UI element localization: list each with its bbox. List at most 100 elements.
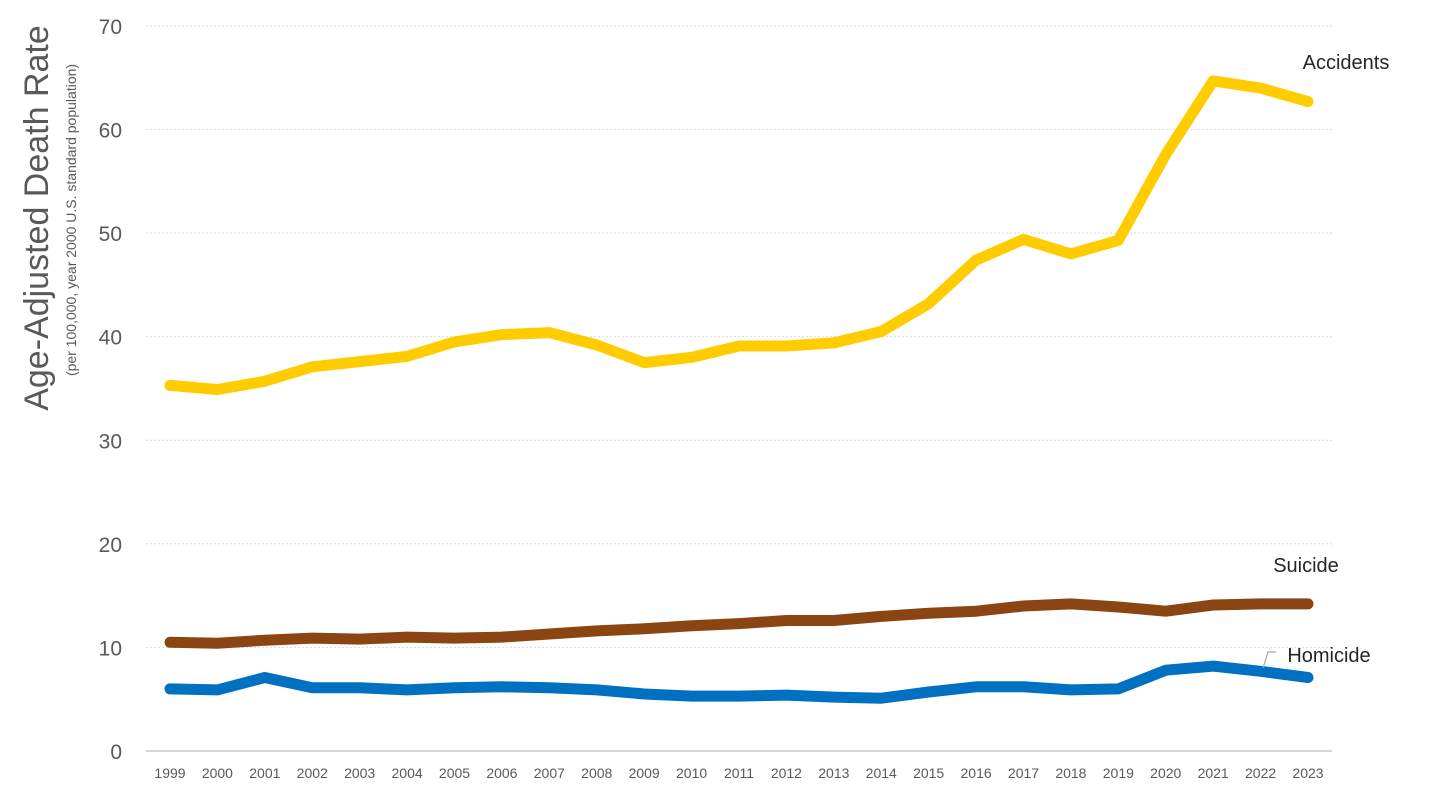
- x-tick-label: 2005: [439, 765, 470, 781]
- y-tick-label: 70: [99, 16, 122, 39]
- x-tick-label: 2018: [1055, 765, 1086, 781]
- x-tick-label: 2001: [249, 765, 280, 781]
- data-point: [928, 303, 930, 305]
- y-axis-ticks: 0 10 20 30 40 50 60 70: [99, 16, 122, 764]
- data-point: [501, 334, 503, 336]
- data-point: [359, 361, 361, 363]
- y-tick-label: 40: [99, 327, 122, 350]
- y-tick-label: 10: [99, 637, 122, 660]
- x-tick-label: 1999: [154, 765, 185, 781]
- data-point: [311, 637, 313, 639]
- data-point: [216, 689, 218, 691]
- data-point: [1260, 603, 1262, 605]
- data-point: [359, 687, 361, 689]
- data-point: [785, 345, 787, 347]
- data-point: [406, 689, 408, 691]
- data-point: [785, 620, 787, 621]
- data-point: [1307, 676, 1309, 678]
- x-tick-label: 2019: [1103, 765, 1134, 781]
- data-point: [216, 389, 218, 391]
- data-point: [1165, 669, 1167, 671]
- series-labels: Accidents Suicide Homicide: [1262, 52, 1390, 669]
- x-tick-label: 2007: [534, 765, 565, 781]
- data-point: [596, 689, 598, 691]
- x-axis-ticks: 1999 2000 2001 2002 2003 2004 2005 2006 2007 2008…: [154, 765, 1323, 781]
- data-point: [169, 384, 171, 386]
- data-point: [1070, 253, 1072, 255]
- data-point: [1212, 604, 1214, 606]
- series-label-suicide: Suicide: [1273, 555, 1339, 577]
- data-point: [264, 676, 266, 678]
- data-point: [596, 630, 598, 632]
- x-tick-label: 2012: [771, 765, 802, 781]
- x-tick-label: 2023: [1292, 765, 1323, 781]
- x-tick-label: 2010: [676, 765, 707, 781]
- data-point: [880, 331, 882, 333]
- data-point: [454, 341, 455, 343]
- data-point: [785, 694, 787, 696]
- data-point: [1117, 688, 1119, 690]
- x-tick-label: 2009: [629, 765, 660, 781]
- data-point: [975, 610, 977, 612]
- data-point: [1023, 686, 1024, 688]
- x-tick-label: 2013: [818, 765, 849, 781]
- data-point: [1307, 603, 1309, 605]
- data-point: [311, 687, 313, 689]
- data-point: [833, 620, 835, 621]
- gridlines: [146, 25, 1332, 752]
- data-point: [833, 342, 835, 344]
- data-point: [1023, 605, 1024, 607]
- data-point: [643, 362, 645, 364]
- data-point: [1307, 101, 1309, 103]
- x-tick-label: 2015: [913, 765, 944, 781]
- series-label-accidents: Accidents: [1303, 52, 1390, 74]
- y-tick-label: 60: [99, 120, 122, 143]
- x-tick-label: 2008: [581, 765, 612, 781]
- y-tick-label: 30: [99, 430, 122, 453]
- y-tick-label: 50: [99, 223, 122, 246]
- homicide-leader-line: [1262, 651, 1276, 669]
- x-tick-label: 2000: [202, 765, 233, 781]
- x-tick-label: 2014: [866, 765, 897, 781]
- data-point: [738, 695, 740, 697]
- data-point: [1070, 689, 1072, 691]
- data-point: [501, 686, 503, 688]
- data-point: [833, 696, 835, 698]
- x-tick-label: 2017: [1008, 765, 1039, 781]
- series-lines: [164, 75, 1314, 704]
- data-point: [928, 691, 930, 693]
- y-axis-subtitle: (per 100,000, year 2000 U.S. standard po…: [63, 64, 79, 376]
- data-point: [975, 259, 977, 261]
- data-point: [1023, 238, 1024, 240]
- x-tick-label: 2006: [486, 765, 517, 781]
- data-point: [1070, 603, 1072, 605]
- data-point: [216, 642, 218, 644]
- x-tick-label: 2004: [392, 765, 423, 781]
- x-tick-label: 2002: [297, 765, 328, 781]
- data-point: [548, 332, 550, 334]
- data-point: [311, 366, 313, 368]
- data-point: [691, 356, 693, 358]
- data-point: [738, 623, 740, 625]
- data-point: [454, 637, 455, 639]
- data-point: [1117, 239, 1119, 241]
- data-point: [406, 355, 408, 357]
- x-tick-label: 2003: [344, 765, 375, 781]
- data-point: [975, 686, 977, 688]
- x-tick-label: 2016: [961, 765, 992, 781]
- data-point: [264, 380, 266, 382]
- y-axis-title: Age-Adjusted Death Rate: [18, 25, 56, 411]
- data-point: [691, 625, 693, 627]
- data-point: [880, 697, 882, 699]
- data-point: [454, 687, 455, 689]
- data-point: [596, 344, 598, 346]
- data-point: [1117, 606, 1119, 608]
- data-point: [1165, 610, 1167, 612]
- data-point: [264, 639, 266, 641]
- data-point: [928, 612, 930, 614]
- data-point: [406, 636, 408, 638]
- x-tick-label: 2011: [724, 765, 754, 781]
- data-point: [169, 688, 171, 690]
- data-point: [548, 633, 550, 635]
